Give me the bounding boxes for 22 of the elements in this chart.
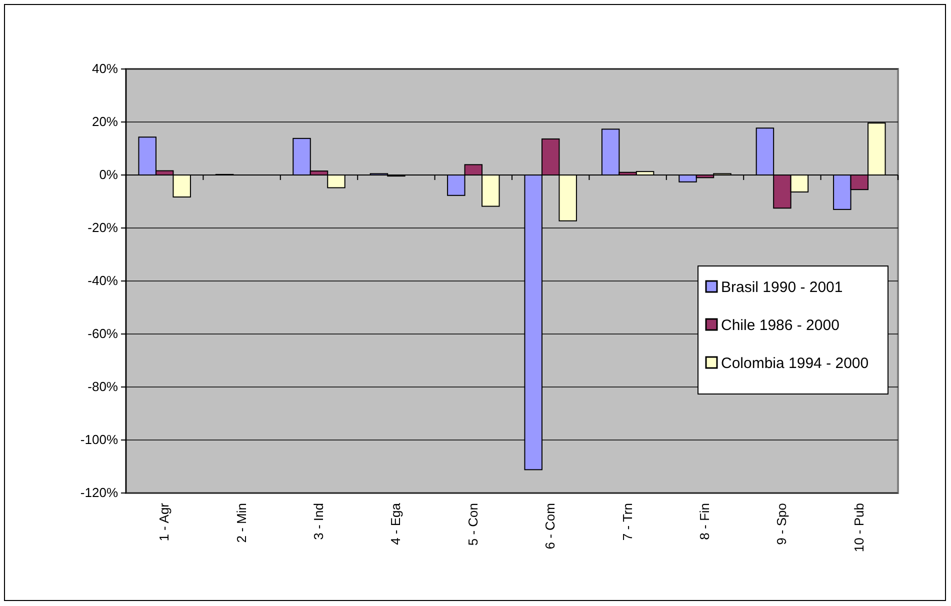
x-tick-label: 8 - Fin [697,503,712,540]
x-tick-label: 4 - Ega [388,502,404,545]
legend-label: Colombia 1994 - 2000 [721,355,869,372]
y-tick-label: -120% [80,485,118,500]
x-tick-label: 9 - Spo [774,503,790,545]
legend-label: Brasil 1990 - 2001 [721,279,843,296]
y-tick-label: -20% [88,220,118,236]
y-tick-label: 20% [92,114,118,130]
y-tick-label: -100% [80,432,118,448]
x-tick-label: 1 - Agr [156,502,172,542]
y-tick-label: -40% [88,273,118,288]
y-tick-label: -60% [88,326,118,342]
y-tick-label: 40% [92,61,118,76]
y-tick-label: 0% [99,167,118,182]
x-tick-label: 5 - Con [465,503,480,546]
x-tick-label: 2 - Min [234,503,249,543]
x-tick-label: 6 - Com [542,503,558,550]
legend-label: Chile 1986 - 2000 [721,317,840,334]
x-tick-label: 10 - Pub [851,503,866,552]
x-tick-label: 7 - Trn [620,503,635,541]
x-tick-label: 3 - Ind [311,503,326,540]
y-tick-label: -80% [88,379,118,394]
